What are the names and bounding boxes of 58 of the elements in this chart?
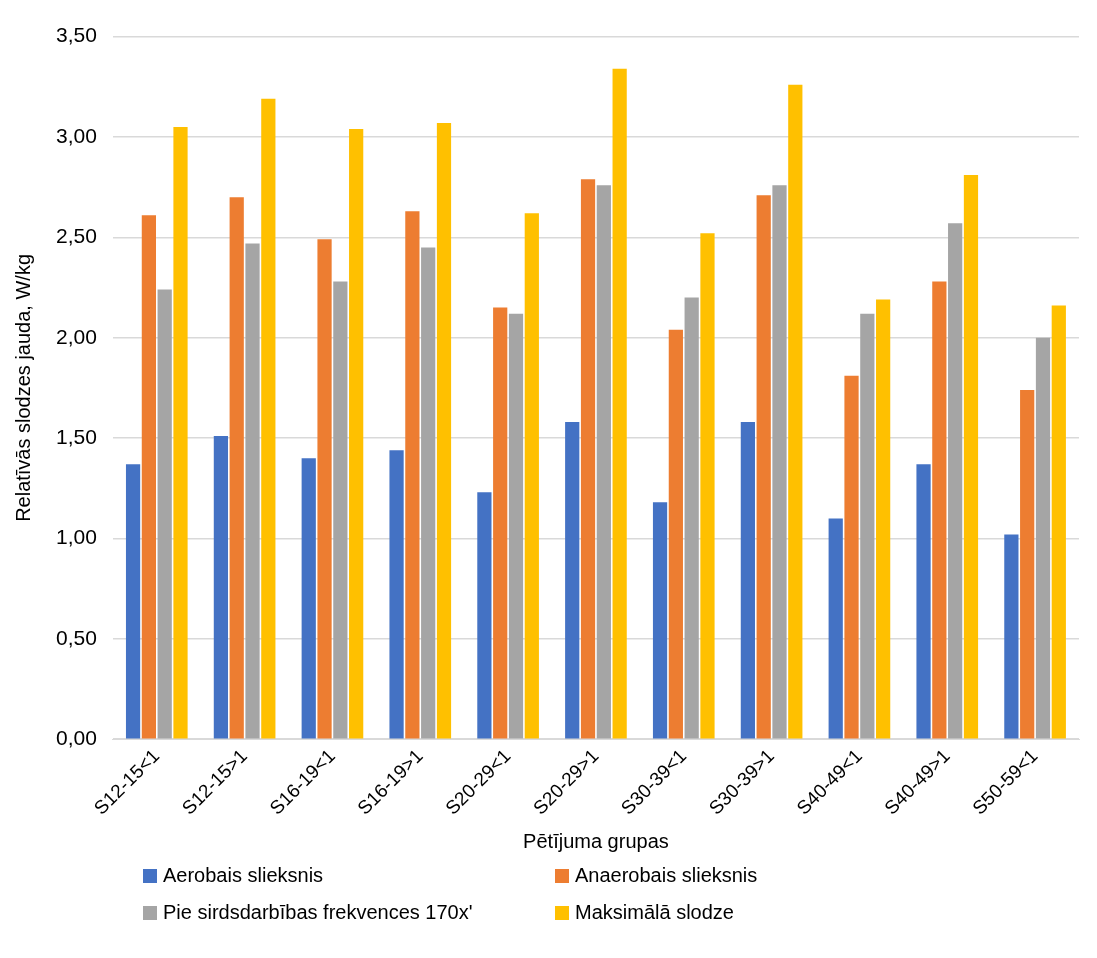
bar (229, 197, 244, 739)
y-tick-label: 0,50 (56, 625, 97, 649)
bar (668, 329, 683, 739)
bar (493, 307, 508, 739)
y-tick-label: 3,00 (56, 123, 97, 147)
bar (389, 450, 404, 739)
bar (756, 195, 771, 739)
bar (173, 126, 188, 739)
bar (157, 289, 172, 739)
bar (1035, 337, 1051, 739)
bar (844, 375, 859, 739)
bar (916, 464, 931, 739)
bar (508, 313, 524, 739)
bar (596, 185, 611, 739)
bar (948, 223, 963, 739)
bar (349, 128, 364, 739)
bar (876, 299, 891, 739)
bar (125, 464, 141, 739)
bar (301, 458, 316, 739)
bar (436, 122, 452, 739)
bar (772, 185, 787, 739)
bar (1020, 389, 1035, 739)
y-tick-label: 0,00 (56, 726, 97, 750)
y-tick-label: 2,00 (56, 324, 97, 348)
bar (333, 281, 348, 739)
x-axis-title: Pētījuma grupas (523, 829, 669, 852)
bar (213, 436, 229, 739)
bar (421, 247, 436, 739)
bar (405, 211, 420, 739)
bar (524, 213, 539, 739)
bar (1051, 305, 1066, 739)
bar (963, 175, 979, 739)
bar (477, 492, 492, 739)
bar (141, 215, 156, 739)
bar (700, 233, 715, 739)
y-tick-label: 1,50 (56, 424, 97, 448)
bar (245, 243, 260, 739)
bar (580, 179, 596, 739)
legend-label: Aerobais slieksnis (163, 864, 324, 887)
legend-label: Maksimālā slodze (575, 901, 734, 924)
bar (932, 281, 947, 739)
y-axis-title: Relatīvās slodzes jauda, W/kg (11, 253, 34, 522)
bar (652, 502, 668, 739)
bar (828, 518, 843, 739)
bar (684, 297, 699, 739)
bar (261, 98, 276, 739)
y-tick-label: 3,50 (56, 23, 97, 47)
bar (860, 313, 875, 739)
bar (740, 422, 755, 739)
legend-label: Pie sirdsdarbības frekvences 170x' (163, 901, 473, 924)
bar (788, 84, 803, 739)
bar (612, 68, 627, 739)
y-tick-label: 2,50 (56, 224, 97, 248)
bar (317, 239, 332, 739)
bar (565, 422, 580, 739)
bar (1004, 534, 1019, 739)
legend-label: Anaerobais slieksnis (575, 864, 758, 887)
y-tick-label: 1,00 (56, 525, 97, 549)
